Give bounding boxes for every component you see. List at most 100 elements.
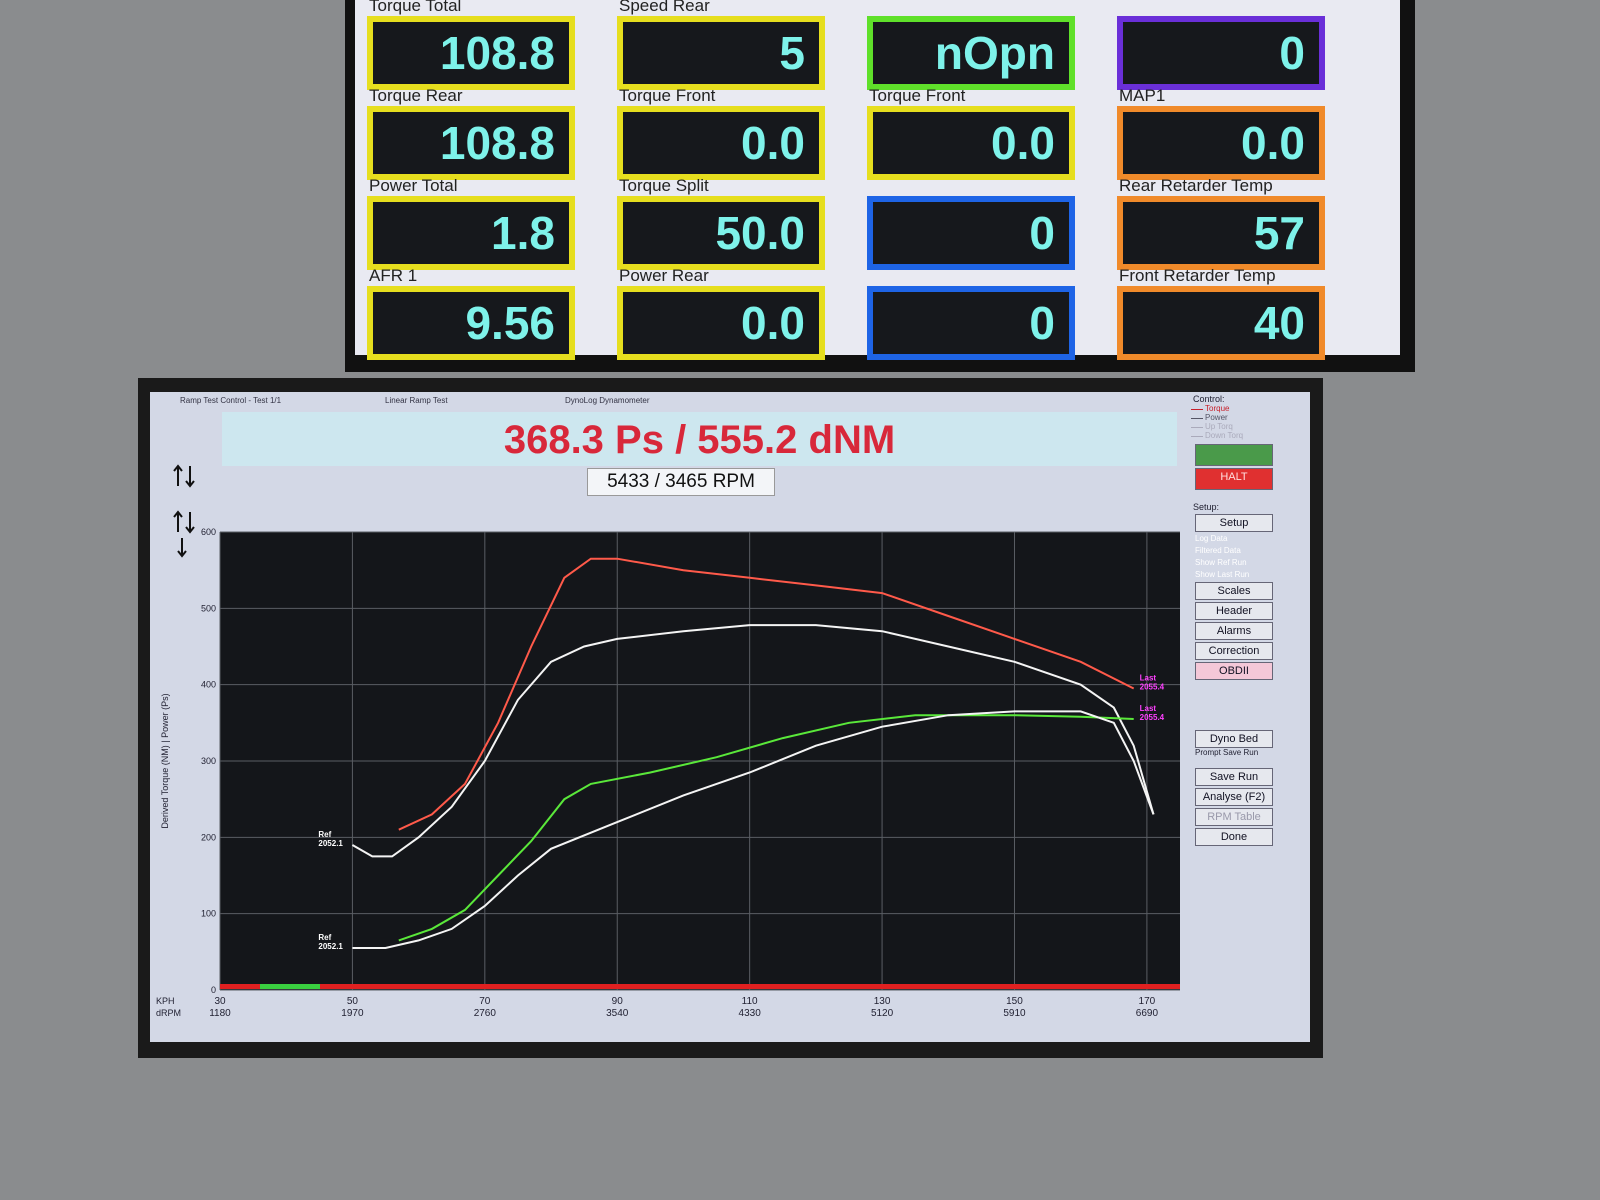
gauge-label: Torque Front	[619, 86, 716, 105]
legend-entry: Torque	[1205, 404, 1230, 413]
x2-tick-label: 5120	[871, 1008, 894, 1019]
gauge-label: Torque Split	[619, 176, 709, 195]
gauge-box: 5	[617, 16, 825, 90]
scale-arrows	[173, 464, 195, 558]
x-tick-label: 170	[1139, 996, 1156, 1007]
legend-swatch	[1191, 436, 1203, 437]
y-tick-label: 100	[201, 909, 216, 919]
action-button[interactable]: Analyse (F2)	[1195, 788, 1273, 806]
gauge-box: 0.0	[617, 106, 825, 180]
x2-tick-label: 4330	[739, 1008, 762, 1019]
panel-button[interactable]: OBDII	[1195, 662, 1273, 680]
x-tick-label: 110	[742, 996, 758, 1007]
setup-button[interactable]: Setup	[1195, 514, 1273, 532]
panel-button[interactable]: Correction	[1195, 642, 1273, 660]
series-tag-value: 2052.1	[318, 839, 343, 848]
gauge-label: Torque Front	[869, 86, 966, 105]
gauge-value: 0	[1029, 207, 1055, 259]
gauge-box: 0	[1117, 16, 1325, 90]
panel-heading: Control:	[1193, 394, 1225, 404]
gauge-box: 50.0	[617, 196, 825, 270]
x2-tick-label: 1180	[209, 1008, 231, 1019]
y-tick-label: 0	[211, 985, 216, 995]
gauge-value: 5	[779, 27, 805, 79]
gauge-value: 50.0	[715, 207, 805, 259]
gauge-label: Rear Retarder Temp	[1119, 176, 1273, 195]
panel-button[interactable]: Scales	[1195, 582, 1273, 600]
action-button[interactable]: RPM Table	[1195, 808, 1273, 826]
legend-swatch	[1191, 418, 1203, 419]
series-tag-value: 2055.4	[1140, 682, 1165, 691]
checkbox[interactable]: Show Ref Run	[1195, 558, 1247, 567]
legend-entry: Up Torq	[1205, 422, 1233, 431]
gauge-value: 0	[1279, 27, 1305, 79]
halt-button[interactable]: HALT	[1195, 468, 1273, 490]
y-tick-label: 600	[201, 527, 216, 537]
rpm-readout: 5433 / 3465 RPM	[587, 468, 775, 496]
gauge-value: 57	[1253, 207, 1305, 259]
gauge-label: Power Total	[369, 176, 458, 195]
gauge-label: Torque Rear	[369, 86, 463, 105]
gauge-value: 1.8	[491, 207, 555, 259]
x2-tick-label: 1970	[341, 1008, 364, 1019]
series-tag: Ref	[318, 933, 331, 942]
series-tag: Last	[1140, 673, 1157, 682]
gauge-value: 0.0	[741, 117, 805, 169]
top-monitor: Torque Total 108.8 Speed Rear 5 nOpn 0 Torque …	[345, 0, 1415, 372]
prompt-checkbox[interactable]: Prompt Save Run	[1195, 748, 1259, 757]
gauge-value: 108.8	[439, 117, 555, 169]
gauge-box: nOpn	[867, 16, 1075, 90]
legend-entry: Power	[1205, 413, 1228, 422]
x-row-label: KPH	[156, 996, 175, 1006]
action-button[interactable]: Save Run	[1195, 768, 1273, 786]
x-tick-label: 90	[612, 996, 624, 1007]
series-line	[398, 714, 1134, 942]
gauge-label: Torque Total	[369, 0, 462, 15]
series-tag-value: 2055.4	[1140, 713, 1165, 722]
start-button[interactable]	[1195, 444, 1273, 466]
x-tick-label: 50	[347, 996, 359, 1007]
action-button[interactable]: Done	[1195, 828, 1273, 846]
series-line	[398, 557, 1135, 831]
x-tick-label: 30	[214, 996, 226, 1007]
gauge-value: 0.0	[991, 117, 1055, 169]
checkbox[interactable]: Log Data	[1195, 534, 1228, 543]
gauge-box: 57	[1117, 196, 1325, 270]
panel-button[interactable]: Header	[1195, 602, 1273, 620]
series-tag: Last	[1140, 704, 1157, 713]
window-title: DynoLog Dynamometer	[565, 396, 650, 405]
y-tick-label: 200	[201, 832, 216, 842]
series-tag: Ref	[318, 830, 331, 839]
gauge-value: nOpn	[934, 27, 1055, 79]
gauge-box: 0.0	[1117, 106, 1325, 180]
panel-button[interactable]: Alarms	[1195, 622, 1273, 640]
gauge-value: 0.0	[741, 297, 805, 349]
gauge-box: 0	[867, 286, 1075, 360]
series-line	[351, 624, 1155, 858]
x2-tick-label: 6690	[1136, 1008, 1159, 1019]
gauge-box: 40	[1117, 286, 1325, 360]
dyno-bed-button[interactable]: Dyno Bed	[1195, 730, 1273, 748]
gauge-box: 0	[867, 196, 1075, 270]
y-tick-label: 500	[201, 603, 216, 613]
gauge-label: Power Rear	[619, 266, 709, 285]
x-tick-label: 130	[874, 996, 891, 1007]
gauge-label: AFR 1	[369, 266, 418, 285]
control-panel: Control: HALT Setup: Setup Dyno Bed Prom…	[1185, 392, 1305, 1042]
gauge-box: 108.8	[367, 16, 575, 90]
gauge-value: 0	[1029, 297, 1055, 349]
gauge-value: 0.0	[1241, 117, 1305, 169]
checkbox[interactable]: Filtered Data	[1195, 546, 1241, 555]
x2-row-label: dRPM	[156, 1008, 181, 1018]
gauge-label: MAP1	[1119, 86, 1166, 105]
headline-box: 368.3 Ps / 555.2 dNM	[222, 412, 1177, 466]
series-tag-value: 2052.1	[318, 942, 343, 951]
gauge-box: 0.0	[867, 106, 1075, 180]
gauge-box: 0.0	[617, 286, 825, 360]
checkbox[interactable]: Show Last Run	[1195, 570, 1250, 579]
x-tick-label: 150	[1006, 996, 1023, 1007]
gauge-label: Speed Rear	[619, 0, 710, 15]
x2-tick-label: 5910	[1003, 1008, 1026, 1019]
y-tick-label: 400	[201, 680, 216, 690]
